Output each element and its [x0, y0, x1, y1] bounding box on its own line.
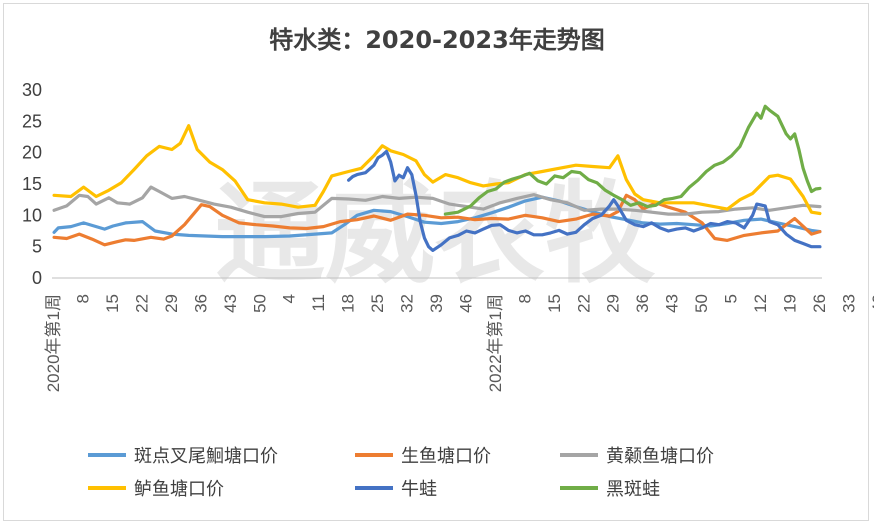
x-tick-label: 19	[780, 294, 799, 313]
y-tick-label: 30	[22, 80, 42, 100]
legend-label-6: 黑斑蛙	[606, 479, 660, 500]
x-tick-label: 12	[751, 294, 770, 313]
x-tick-label: 36	[633, 294, 652, 313]
x-tick-label: 50	[250, 294, 269, 313]
x-tick-label: 26	[810, 294, 829, 313]
x-tick-label: 8	[515, 294, 534, 303]
x-tick-label: 33	[839, 294, 858, 313]
x-tick-label: 50	[692, 294, 711, 313]
x-tick-label: 5	[722, 294, 741, 303]
x-tick-label: 43	[663, 294, 682, 313]
series-line-6	[443, 104, 822, 216]
y-tick-label: 5	[32, 237, 42, 257]
x-tick-label: 25	[368, 294, 387, 313]
y-tick-label: 20	[22, 143, 42, 163]
x-tick-label: 32	[398, 294, 417, 313]
legend-label-5: 牛蛙	[401, 479, 437, 500]
chart-title: 特水类：2020-2023年走势图	[269, 26, 605, 54]
x-tick-label: 22	[574, 294, 593, 313]
series-line-4	[52, 124, 822, 216]
x-tick-label: 2020年第1周	[44, 294, 63, 392]
watermark-text: 通威农牧	[215, 170, 656, 298]
y-tick-label: 15	[22, 174, 42, 194]
legend-label-3: 黄颡鱼塘口价	[606, 446, 714, 467]
legend-label-2: 生鱼塘口价	[401, 446, 491, 467]
legend-label-4: 鲈鱼塘口价	[134, 479, 224, 500]
x-tick-label: 36	[191, 294, 210, 313]
x-tick-label: 18	[339, 294, 358, 313]
x-tick-label: 39	[427, 294, 446, 313]
x-tick-label: 15	[545, 294, 564, 313]
chart-frame	[3, 3, 869, 521]
x-tick-label: 46	[456, 294, 475, 313]
x-tick-label: 4	[280, 294, 299, 303]
x-tick-label: 40	[869, 294, 874, 313]
x-tick-label: 22	[132, 294, 151, 313]
y-tick-label: 0	[32, 268, 42, 288]
series-line-5	[347, 149, 822, 252]
x-tick-label: 11	[309, 294, 328, 312]
series-line-3	[52, 185, 822, 219]
x-tick-label: 43	[221, 294, 240, 313]
x-tick-label: 29	[604, 294, 623, 313]
x-tick-label: 8	[74, 294, 93, 303]
x-tick-label: 29	[162, 294, 181, 313]
y-tick-label: 25	[22, 111, 42, 131]
y-tick-label: 10	[22, 205, 42, 225]
x-tick-label: 15	[103, 294, 122, 313]
legend-label-1: 斑点叉尾鮰塘口价	[134, 446, 278, 467]
x-tick-label: 2022年第1周	[486, 294, 505, 392]
